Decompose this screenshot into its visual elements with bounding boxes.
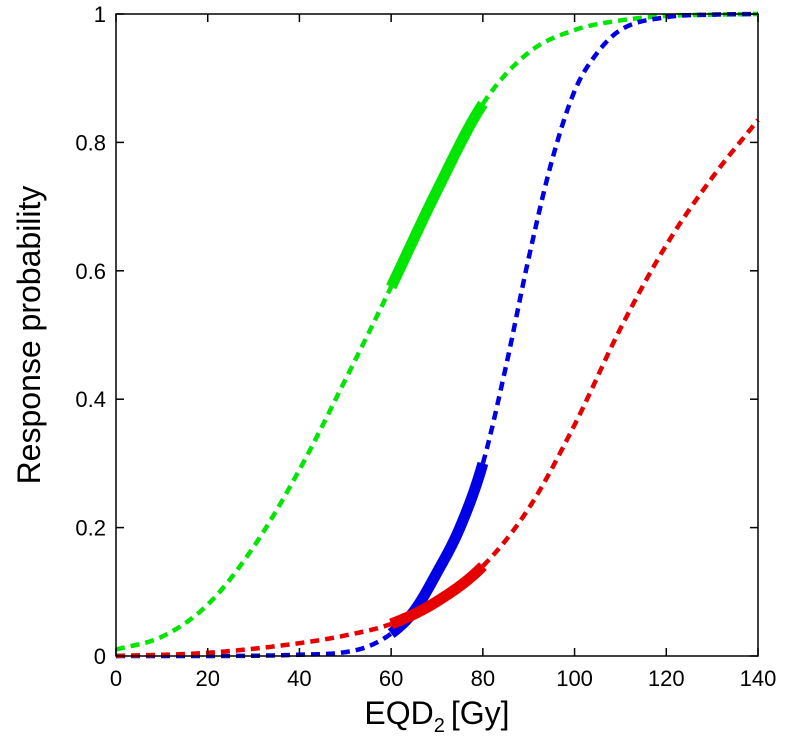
curve-blue-dashed-low xyxy=(116,631,393,659)
curve-red-dashed-high xyxy=(481,118,760,568)
curve-red-solid xyxy=(389,562,487,630)
x-tick-label: 20 xyxy=(195,666,219,691)
x-tick-label: 0 xyxy=(110,666,122,691)
y-tick-label: 0.6 xyxy=(75,259,106,284)
x-tick-label: 140 xyxy=(740,666,777,691)
x-tick-label: 100 xyxy=(556,666,593,691)
tick-layer: 0 20 40 60 80 100 120 140 0 0.2 0.4 0.6 0.8 1 xyxy=(75,2,776,691)
y-tick-label: 0.2 xyxy=(75,516,106,541)
curve-green-dashed-high xyxy=(480,11,759,106)
curve-blue-dashed-high xyxy=(480,11,759,465)
x-tick-label: 60 xyxy=(379,666,403,691)
y-tick-label: 0.8 xyxy=(75,130,106,155)
x-tick-label: 40 xyxy=(287,666,311,691)
y-tick-label: 0 xyxy=(94,644,106,669)
x-tick-label: 120 xyxy=(648,666,685,691)
x-axis-label-main: EQD xyxy=(364,695,433,731)
x-axis-label-subscript: 2 xyxy=(434,715,445,737)
series-layer xyxy=(115,11,760,659)
y-axis-label: Response probability xyxy=(11,186,47,485)
curve-green-dashed-low xyxy=(115,285,394,652)
curve-green-solid xyxy=(386,100,488,290)
x-axis-label: EQD2 [Gy] xyxy=(364,695,509,737)
plot-frame xyxy=(115,13,759,657)
x-tick-label: 80 xyxy=(471,666,495,691)
y-tick-label: 0.4 xyxy=(75,387,106,412)
curve-blue-solid xyxy=(387,461,489,638)
x-axis-label-unit: [Gy] xyxy=(451,695,510,731)
y-tick-label: 1 xyxy=(94,2,106,27)
curve-red-dashed-low xyxy=(115,621,392,659)
